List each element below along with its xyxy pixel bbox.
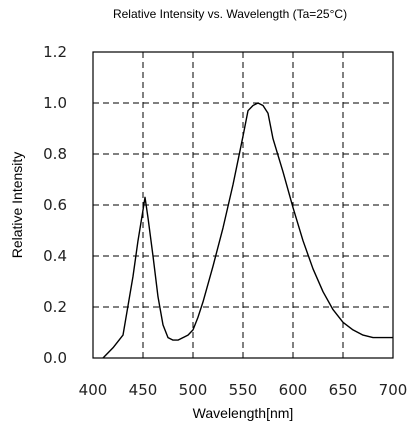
chart-title: Relative Intensity vs. Wavelength (Ta=25… (113, 7, 347, 21)
tick-layer: 400 450 500 550 600 650 700 0.0 0.2 0.4 0.6 0.8 1.0 1… (43, 43, 407, 399)
x-tick-label: 650 (329, 381, 358, 399)
y-tick-label: 0.0 (43, 349, 67, 367)
x-axis-label: Wavelength[nm] (193, 405, 294, 421)
series-layer (102, 102, 393, 359)
x-tick-label: 700 (379, 381, 408, 399)
x-tick-label: 450 (129, 381, 158, 399)
x-tick-label: 400 (79, 381, 108, 399)
y-axis-label: Relative Intensity (9, 152, 25, 259)
y-tick-label: 0.2 (43, 298, 67, 316)
plot-frame (92, 51, 394, 359)
y-tick-label: 0.8 (43, 145, 67, 163)
series-line (102, 102, 393, 359)
x-tick-label: 600 (279, 381, 308, 399)
x-tick-label: 550 (229, 381, 258, 399)
grid-layer (93, 52, 393, 358)
y-tick-label: 0.6 (43, 196, 67, 214)
y-tick-label: 1.0 (43, 94, 67, 112)
x-tick-label: 500 (179, 381, 208, 399)
y-tick-label: 1.2 (43, 43, 67, 61)
y-tick-label: 0.4 (43, 247, 67, 265)
